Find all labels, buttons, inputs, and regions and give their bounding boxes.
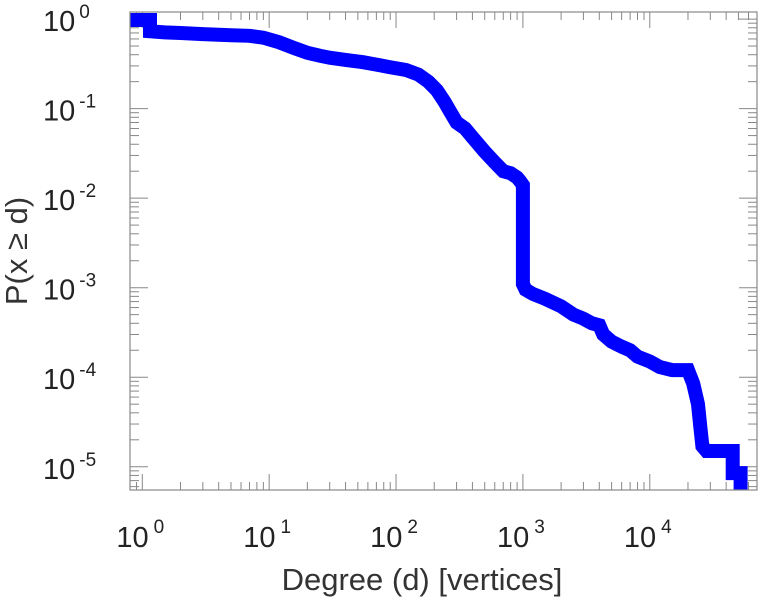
x-tick-label: 10 4: [624, 517, 672, 554]
plot-background: [130, 12, 757, 490]
y-tick-label: 10 -4: [43, 360, 97, 396]
y-tick-label: 10 -3: [43, 271, 96, 307]
x-tick-labels: 10 0 10 1 10 2 10 3 10 4: [116, 517, 672, 554]
x-tick-label: 10 1: [243, 517, 291, 554]
y-tick-label: 10 0: [43, 2, 90, 38]
x-tick-label: 10 0: [116, 517, 164, 554]
x-axis-label: Degree (d) [vertices]: [282, 562, 563, 597]
y-tick-label: 10 -1: [43, 92, 96, 128]
y-tick-label: 10 -5: [43, 450, 96, 486]
x-tick-label: 10 3: [497, 517, 545, 554]
x-tick-label: 10 2: [370, 517, 418, 554]
y-tick-label: 10 -2: [43, 181, 96, 217]
plot-frame: [129, 11, 758, 491]
series-line: [130, 13, 748, 490]
y-axis-label: P(x ≥ d): [0, 197, 34, 305]
